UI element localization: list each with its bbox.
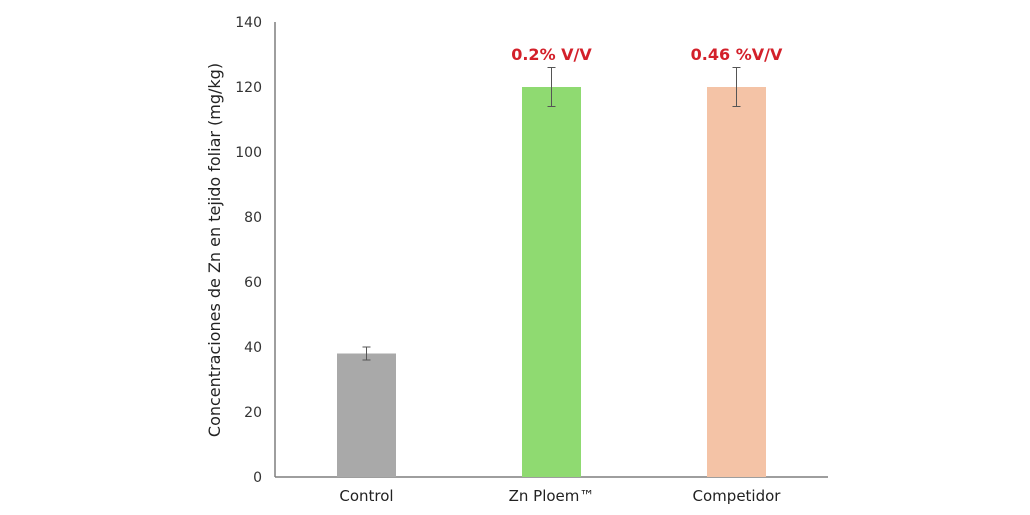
bar: [522, 87, 581, 477]
y-tick-label: 60: [244, 275, 262, 291]
y-tick-label: 100: [235, 145, 262, 161]
x-tick-label: Control: [339, 487, 393, 505]
x-tick-label: Zn Ploem™: [509, 487, 595, 505]
error-bar: [362, 346, 371, 361]
bar-annotation: 0.46 %V/V: [691, 45, 783, 64]
y-tick-label: 140: [235, 15, 262, 31]
bar: [337, 353, 396, 477]
x-axis-labels: Control Zn Ploem™ Competidor: [339, 487, 781, 505]
annotations: 0.2% V/V 0.46 %V/V: [511, 45, 783, 64]
y-tick-label: 80: [244, 210, 262, 226]
error-bar: [547, 67, 556, 107]
y-axis-label: Concentraciones de Zn en tejido foliar (…: [205, 63, 224, 437]
y-tick-label: 40: [244, 340, 262, 356]
y-tick-label: 20: [244, 405, 262, 421]
bar: [707, 87, 766, 477]
y-tick-label: 120: [235, 80, 262, 96]
y-tick-label: 0: [253, 470, 262, 486]
error-bar: [732, 67, 741, 107]
y-axis-ticks: 0 20 40 60 80 100 120 140: [235, 15, 262, 486]
x-tick-label: Competidor: [693, 487, 782, 505]
bar-annotation: 0.2% V/V: [511, 45, 592, 64]
bars: [337, 87, 766, 477]
error-bars: [362, 67, 741, 361]
